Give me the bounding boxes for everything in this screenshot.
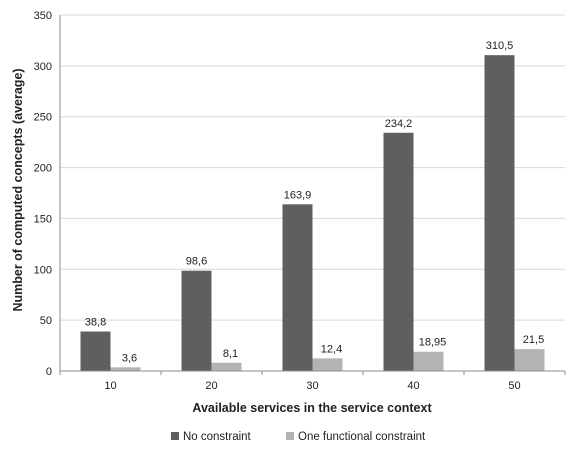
legend-label-one-functional-constraint: One functional constraint bbox=[298, 431, 426, 443]
x-tick-label: 30 bbox=[306, 380, 318, 392]
y-tick-label: 200 bbox=[34, 163, 52, 175]
legend-swatch-one-functional-constraint bbox=[286, 432, 294, 440]
bars bbox=[80, 55, 545, 371]
legend-label-no-constraint: No constraint bbox=[183, 431, 252, 443]
bar-no-constraint bbox=[80, 331, 111, 371]
y-tick-label: 0 bbox=[46, 366, 52, 378]
data-label: 8,1 bbox=[223, 348, 238, 360]
x-tick-label: 50 bbox=[508, 380, 520, 392]
bar-one-functional-constraint bbox=[110, 367, 141, 371]
data-label: 12,4 bbox=[321, 343, 342, 355]
bar-no-constraint bbox=[484, 55, 515, 371]
bar-one-functional-constraint bbox=[413, 351, 444, 371]
data-labels: 38,8 3,6 98,6 8,1 163,9 12,4 234,2 18,95 310,5 21… bbox=[85, 40, 544, 364]
data-label: 163,9 bbox=[284, 189, 312, 201]
legend-swatch-no-constraint bbox=[171, 432, 179, 440]
y-tick-label: 300 bbox=[34, 61, 52, 73]
bar-one-functional-constraint bbox=[514, 349, 545, 371]
bar-one-functional-constraint bbox=[211, 362, 242, 371]
data-label: 3,6 bbox=[122, 352, 137, 364]
y-tick-label: 350 bbox=[34, 10, 52, 22]
x-tick-label: 10 bbox=[104, 380, 116, 392]
legend: No constraint One functional constraint bbox=[171, 431, 426, 443]
data-label: 98,6 bbox=[186, 256, 207, 268]
y-tick-label: 250 bbox=[34, 112, 52, 124]
y-tick-label: 150 bbox=[34, 213, 52, 225]
x-tick-label: 20 bbox=[205, 380, 217, 392]
bar-no-constraint bbox=[181, 270, 212, 371]
y-tick-label: 100 bbox=[34, 264, 52, 276]
axes: 0 50 100 150 200 250 300 350 10 20 30 40 50 bbox=[34, 10, 566, 392]
data-label: 18,95 bbox=[419, 337, 447, 349]
data-label: 21,5 bbox=[523, 334, 544, 346]
y-axis-title: Number of computed concepts (average) bbox=[11, 68, 25, 311]
y-tick-label: 50 bbox=[40, 315, 52, 327]
data-label: 38,8 bbox=[85, 317, 106, 329]
data-label: 234,2 bbox=[385, 118, 413, 130]
bar-no-constraint bbox=[383, 132, 414, 371]
bar-one-functional-constraint bbox=[312, 358, 343, 371]
bar-no-constraint bbox=[282, 204, 313, 371]
x-axis-title: Available services in the service contex… bbox=[192, 401, 432, 415]
data-label: 310,5 bbox=[486, 40, 514, 52]
x-tick-label: 40 bbox=[407, 380, 419, 392]
